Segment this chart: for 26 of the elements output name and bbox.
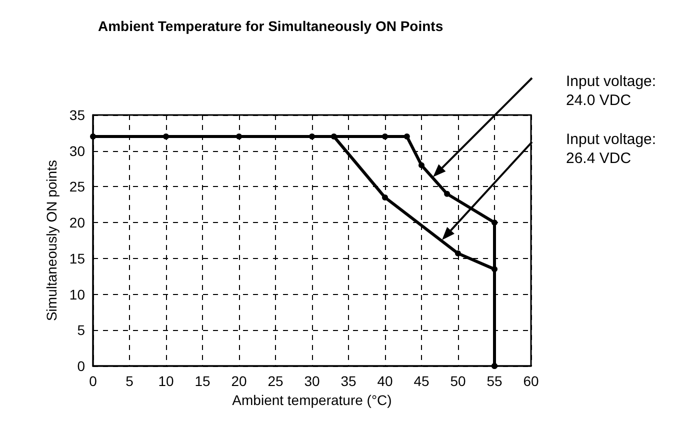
x-tick-label: 15 (194, 373, 210, 389)
x-tick-label: 30 (304, 373, 320, 389)
y-tick-label: 35 (69, 107, 86, 123)
x-tick-label: 10 (158, 373, 174, 389)
chart-title: Ambient Temperature for Simultaneously ON Points (98, 18, 444, 34)
y-tick-label: 10 (69, 286, 86, 302)
y-tick-label: 30 (69, 142, 86, 159)
x-axis-title: Ambient temperature (°C) (232, 392, 392, 408)
y-tick-label: 0 (77, 358, 86, 374)
text: Input voltage: 24.0 VDC (566, 73, 656, 109)
y-tick-label: 5 (77, 322, 86, 338)
y-axis-title: Simultaneously ON points (44, 160, 60, 322)
x-tick-label: 40 (377, 373, 393, 389)
x-tick-label: 45 (414, 373, 430, 389)
x-tick-label: 35 (340, 373, 356, 389)
x-tick-label: 50 (450, 373, 466, 389)
x-tick-label: 25 (268, 373, 284, 389)
y-tick-label: 20 (69, 214, 86, 231)
text: Input voltage: 26.4 VDC (566, 131, 656, 167)
x-tick-label: 55 (486, 373, 502, 389)
x-tick-label: 20 (231, 373, 247, 389)
x-tick-label: 0 (89, 373, 98, 389)
x-tick-label: 5 (126, 373, 134, 389)
y-tick-label: 15 (69, 250, 86, 266)
x-tick-label: 60 (523, 373, 539, 389)
y-tick-label: 25 (69, 178, 86, 195)
